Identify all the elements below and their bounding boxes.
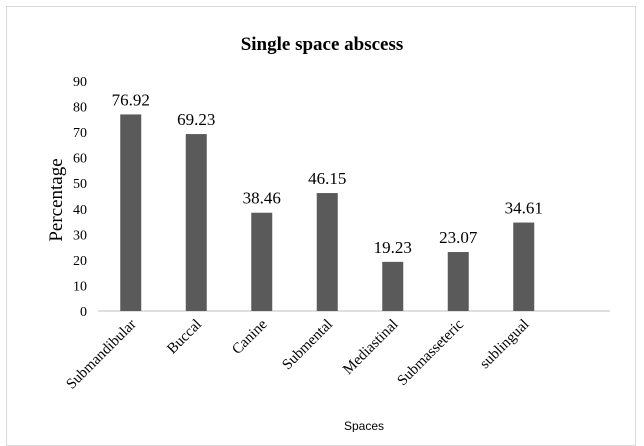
bars <box>120 114 535 311</box>
x-axis-label: Spaces <box>344 419 384 432</box>
data-label: 69.23 <box>177 110 215 129</box>
category-label: Buccal <box>164 317 205 358</box>
bar <box>251 212 273 311</box>
y-tick-label: 70 <box>73 126 87 141</box>
data-label: 34.61 <box>505 199 543 218</box>
data-label: 76.92 <box>112 90 150 109</box>
data-label: 46.15 <box>308 169 346 188</box>
data-labels: 76.92 69.23 38.46 46.15 19.23 23.07 34.61 <box>112 90 543 256</box>
bar-chart: Single space abscess Percentage Spaces 0… <box>46 34 610 432</box>
y-tick-label: 30 <box>73 228 87 243</box>
data-label: 19.23 <box>374 238 412 257</box>
data-label: 38.46 <box>243 189 281 208</box>
bar <box>120 114 142 311</box>
category-label: sublingual <box>477 317 533 373</box>
y-tick-label: 90 <box>73 75 87 90</box>
bar <box>185 134 207 311</box>
y-tick-label: 40 <box>73 203 87 218</box>
y-tick-label: 60 <box>73 152 87 167</box>
category-label: Submasseteric <box>394 316 467 389</box>
y-tick-label: 0 <box>80 305 87 320</box>
bar <box>447 252 469 311</box>
y-axis-label: Percentage <box>46 158 67 241</box>
category-label: Submandibular <box>63 317 139 393</box>
y-tick-labels: 0 10 20 30 40 50 60 70 80 90 <box>73 75 87 320</box>
bar <box>382 261 404 311</box>
category-labels: Submandibular Buccal Canine Submental Medias… <box>63 316 532 392</box>
bar <box>513 222 535 311</box>
data-label: 23.07 <box>439 228 478 247</box>
bar <box>316 193 338 311</box>
category-label: Canine <box>229 316 271 358</box>
category-label: Mediastinal <box>340 317 401 378</box>
y-tick-label: 10 <box>73 279 87 294</box>
category-label: Submental <box>279 317 336 374</box>
y-tick-label: 20 <box>73 254 87 269</box>
y-tick-label: 50 <box>73 177 87 192</box>
y-tick-label: 80 <box>73 101 87 116</box>
chart-title: Single space abscess <box>241 34 404 55</box>
